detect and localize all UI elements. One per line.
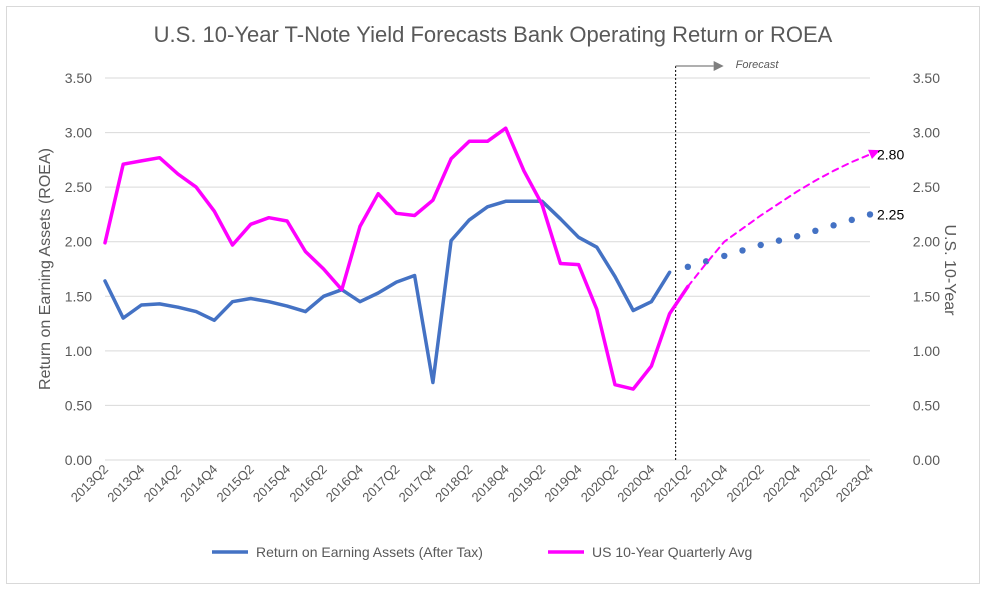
y2-tick-label: 2.50 — [913, 179, 940, 195]
series-line-us-10-year-forecast — [686, 153, 871, 288]
forecast-arrow-tip — [868, 149, 881, 160]
x-tick-label: 2020Q2 — [578, 462, 621, 505]
forecast-point — [757, 241, 764, 249]
x-tick-label: 2019Q2 — [505, 462, 548, 505]
x-tick-label: 2016Q4 — [323, 462, 366, 505]
x-tick-label: 2022Q4 — [760, 462, 803, 505]
annotation-roea-end: 2.25 — [877, 206, 904, 222]
y-tick-label: 0.00 — [65, 452, 92, 468]
x-tick-label: 2016Q2 — [286, 462, 329, 505]
legend-label-roea: Return on Earning Assets (After Tax) — [256, 544, 483, 560]
y2-tick-label: 3.50 — [913, 70, 940, 86]
y2-tick-label: 0.00 — [913, 452, 940, 468]
y2-tick-label: 0.50 — [913, 397, 940, 413]
x-tick-label: 2021Q4 — [687, 462, 730, 505]
y-tick-label: 2.00 — [65, 234, 92, 250]
x-tick-label: 2015Q4 — [250, 462, 293, 505]
series-line-us-10-year-quarterly-avg — [103, 126, 690, 391]
x-tick-label: 2017Q2 — [359, 462, 402, 505]
forecast-point — [739, 247, 746, 254]
y-axis-label: Return on Earning Assets (ROEA) — [37, 148, 54, 390]
x-tick-label: 2022Q2 — [724, 462, 767, 505]
y2-tick-label: 1.50 — [913, 288, 940, 304]
chart-title: U.S. 10-Year T-Note Yield Forecasts Bank… — [153, 22, 833, 47]
forecast-point — [721, 252, 728, 260]
y-tick-label: 2.50 — [65, 179, 92, 195]
y-tick-label: 1.00 — [65, 343, 92, 359]
y-tick-label: 3.00 — [65, 125, 92, 141]
forecast-label: Forecast — [736, 59, 780, 71]
annotation-10year-end: 2.80 — [877, 146, 904, 162]
x-tick-label: 2017Q4 — [396, 462, 439, 505]
x-tick-label: 2018Q2 — [432, 462, 475, 505]
forecast-point — [830, 222, 837, 229]
forecast-arrow-head — [713, 61, 724, 71]
x-tick-label: 2014Q2 — [141, 462, 184, 505]
forecast-point — [775, 237, 783, 244]
x-tick-label: 2020Q4 — [614, 462, 657, 505]
x-tick-label: 2013Q2 — [68, 462, 111, 505]
x-tick-label: 2014Q4 — [177, 462, 220, 505]
x-tick-label: 2013Q4 — [104, 462, 147, 505]
forecast-point — [793, 233, 801, 240]
forecast-point — [684, 263, 692, 271]
legend-label-10year: US 10-Year Quarterly Avg — [592, 544, 752, 560]
x-tick-label: 2015Q2 — [214, 462, 257, 505]
y2-tick-label: 2.00 — [913, 234, 940, 250]
forecast-point — [702, 258, 710, 265]
y-tick-label: 1.50 — [65, 288, 92, 304]
series-line-return-on-earning-assets-after-tax — [103, 199, 672, 385]
y2-tick-label: 3.00 — [913, 125, 940, 141]
x-tick-label: 2023Q2 — [796, 462, 839, 505]
y2-axis-label: U.S. 10-Year — [941, 224, 958, 316]
chart-frame — [6, 6, 980, 584]
x-tick-label: 2021Q2 — [651, 462, 694, 505]
y-tick-label: 3.50 — [65, 70, 92, 86]
x-tick-label: 2019Q4 — [541, 462, 584, 505]
x-tick-label: 2023Q4 — [833, 462, 876, 505]
forecast-point — [848, 216, 855, 224]
forecast-point — [812, 227, 819, 234]
y2-tick-label: 1.00 — [913, 343, 940, 359]
x-tick-label: 2018Q4 — [469, 462, 512, 505]
y-tick-label: 0.50 — [65, 397, 92, 413]
forecast-point — [866, 211, 874, 218]
